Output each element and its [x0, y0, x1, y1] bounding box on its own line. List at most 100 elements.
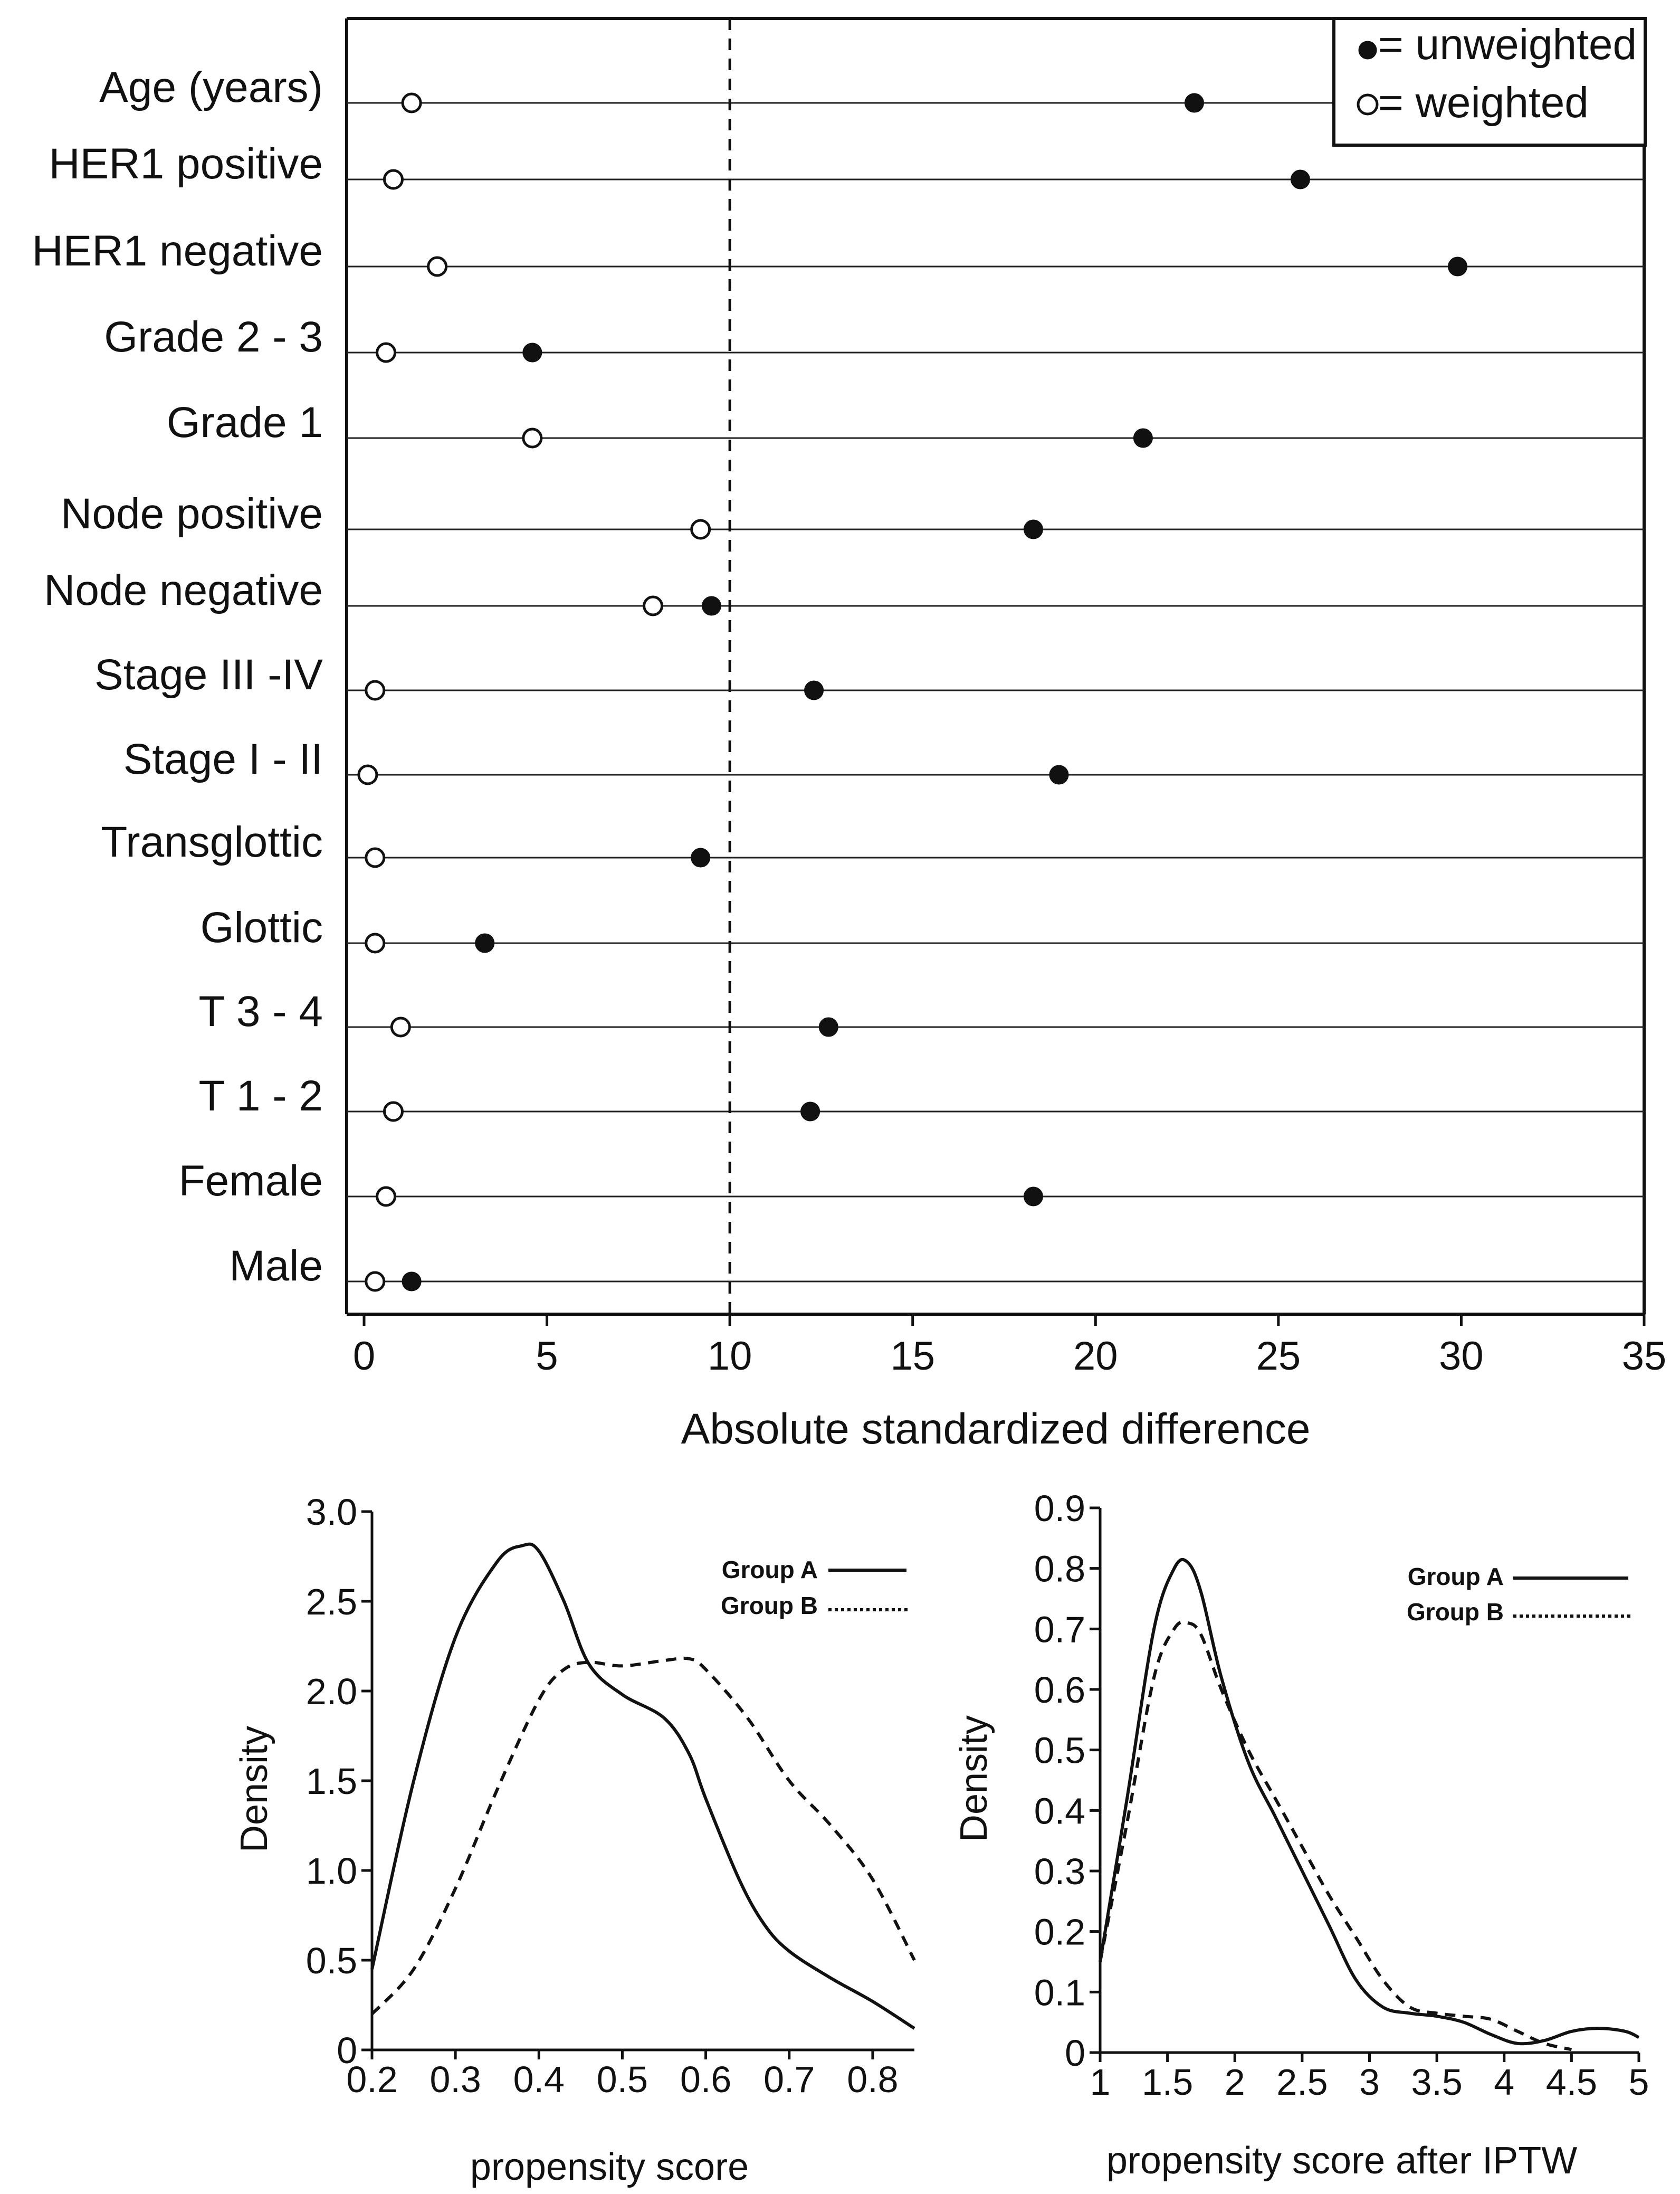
weighted-point-t-3-4 [390, 1017, 411, 1038]
x-axis-ticks: 0 5 10 15 20 25 30 35 [353, 1314, 1666, 1379]
axis-ticks: 0 0.5 1.0 1.5 2.0 2.5 3.0 0.2 0.3 0.4 0.5 0.6 0.7 0.8 [306, 1492, 899, 2100]
legend-group-b-label: Group B [1407, 1598, 1504, 1626]
x-axis-label: propensity score [470, 2146, 749, 2188]
unweighted-point-male [402, 1271, 422, 1291]
x-tick-label: 2.5 [1276, 2062, 1328, 2103]
x-tick-label: 1 [1090, 2062, 1111, 2103]
unweighted-point-t-1-2 [800, 1101, 820, 1122]
weighted-point-grade-1 [522, 428, 543, 449]
group-a-curve [370, 1542, 915, 2030]
legend-group-a-label: Group A [1408, 1563, 1504, 1590]
x-tick-label: 0.3 [429, 2059, 481, 2100]
unweighted-point-her1-positive [1290, 169, 1310, 189]
weighted-point-node-negative [643, 595, 664, 616]
category-label-grade-1: Grade 1 [167, 398, 323, 447]
y-tick-label: 0.2 [1034, 1912, 1085, 1953]
x-axis-label: propensity score after IPTW [1106, 2140, 1577, 2182]
y-tick-label: 0.8 [1034, 1549, 1085, 1590]
balance-dot-plot: Age (years) HER1 positive HER1 negative Gra… [32, 17, 1666, 1453]
density-curves [1099, 1557, 1640, 2051]
y-axis-label: Density [953, 1715, 995, 1842]
legend: Group A Group B [1407, 1563, 1630, 1626]
category-label-node-positive: Node positive [61, 490, 323, 538]
y-tick-label: 0 [337, 2030, 357, 2071]
density-plot-after-iptw: 0 0.1 0.2 0.3 0.4 0.5 0.6 0.7 0.8 0.9 1 1.5 2 2.5 3 3.5… [953, 1488, 1649, 2182]
legend: Group A Group B [721, 1556, 909, 1619]
y-tick-label: 0.1 [1034, 1972, 1085, 2013]
weighted-point-grade-2-3 [376, 342, 397, 363]
x-tick-label: 35 [1622, 1334, 1667, 1379]
legend-weighted-label: = weighted [1378, 79, 1589, 127]
x-tick-label: 3.5 [1411, 2062, 1462, 2103]
category-label-female: Female [179, 1157, 323, 1205]
unweighted-point-female [1023, 1186, 1043, 1207]
legend: = unweighted = weighted [1332, 17, 1647, 147]
legend-unweighted-label: = unweighted [1378, 21, 1637, 69]
category-label-transglottic: Transglottic [101, 818, 323, 866]
axis-ticks: 0 0.1 0.2 0.3 0.4 0.5 0.6 0.7 0.8 0.9 1 1.5 2 2.5 3 3.5… [1034, 1488, 1649, 2103]
y-tick-label: 0 [1065, 2032, 1085, 2074]
y-tick-label: 0.5 [306, 1940, 357, 1981]
weighted-point-t-1-2 [383, 1101, 404, 1122]
x-tick-label: 3 [1359, 2062, 1380, 2103]
y-tick-label: 0.5 [1034, 1730, 1085, 1771]
group-b-curve [370, 1656, 916, 2016]
density-curves [370, 1542, 916, 2030]
category-label-grade-2-3: Grade 2 - 3 [104, 313, 323, 361]
category-label-t-3-4: T 3 - 4 [199, 987, 323, 1036]
legend-unweighted-marker [1358, 41, 1377, 60]
category-label-her1-positive: HER1 positive [49, 140, 323, 188]
category-label-node-negative: Node negative [44, 566, 323, 614]
legend-box [1332, 17, 1647, 147]
x-tick-label: 4.5 [1546, 2062, 1597, 2103]
weighted-point-age-years [401, 92, 422, 113]
weighted-point-her1-negative [427, 256, 448, 277]
x-tick-label: 5 [536, 1334, 558, 1379]
legend-group-b-label: Group B [721, 1592, 818, 1619]
weighted-point-node-positive [690, 519, 711, 540]
unweighted-point-glottic [475, 933, 495, 953]
x-tick-label: 1.5 [1142, 2062, 1193, 2103]
category-label-stage-i-ii: Stage I - II [123, 735, 323, 783]
x-tick-label: 0.2 [346, 2059, 397, 2100]
unweighted-point-node-negative [701, 596, 721, 616]
category-label-glottic: Glottic [201, 904, 323, 952]
x-tick-label: 30 [1439, 1334, 1484, 1379]
x-tick-label: 10 [708, 1334, 752, 1379]
x-tick-label: 0.4 [513, 2059, 565, 2100]
x-tick-label: 2 [1225, 2062, 1245, 2103]
weighted-point-glottic [365, 933, 386, 954]
y-tick-label: 2.5 [306, 1581, 357, 1622]
x-tick-label: 0.6 [680, 2059, 731, 2100]
y-tick-label: 3.0 [306, 1492, 357, 1533]
weighted-point-her1-positive [383, 169, 404, 190]
unweighted-point-transglottic [691, 848, 711, 868]
y-tick-label: 0.7 [1034, 1609, 1085, 1650]
group-a-curve [1099, 1557, 1640, 2046]
legend-weighted-marker [1357, 93, 1379, 116]
weighted-point-stage-i-ii [357, 764, 378, 785]
y-tick-label: 0.6 [1034, 1669, 1085, 1711]
x-tick-label: 25 [1256, 1334, 1301, 1379]
weighted-point-male [365, 1271, 386, 1292]
unweighted-point-grade-1 [1133, 428, 1153, 448]
weighted-point-stage-iii-iv [365, 680, 386, 701]
category-rows: Age (years) HER1 positive HER1 negative Gra… [32, 63, 1644, 1290]
x-tick-label: 20 [1073, 1334, 1118, 1379]
x-tick-label: 0 [353, 1334, 375, 1379]
density-plot-before: 0 0.5 1.0 1.5 2.0 2.5 3.0 0.2 0.3 0.4 0.5 0.6 0.7 0.8… [233, 1492, 916, 2188]
y-tick-label: 0.4 [1034, 1790, 1085, 1831]
x-tick-label: 0.7 [763, 2059, 815, 2100]
category-label-male: Male [229, 1242, 323, 1290]
x-tick-label: 5 [1629, 2062, 1649, 2103]
category-label-her1-negative: HER1 negative [32, 227, 323, 275]
category-label-t-1-2: T 1 - 2 [199, 1072, 323, 1120]
unweighted-point-stage-iii-iv [804, 680, 824, 700]
x-tick-label: 4 [1494, 2062, 1514, 2103]
y-axis-label: Density [233, 1726, 275, 1853]
x-axis-label: Absolute standardized difference [681, 1405, 1311, 1453]
y-tick-label: 0.3 [1034, 1851, 1085, 1892]
group-b-curve [1099, 1620, 1572, 2051]
unweighted-point-node-positive [1023, 519, 1043, 539]
